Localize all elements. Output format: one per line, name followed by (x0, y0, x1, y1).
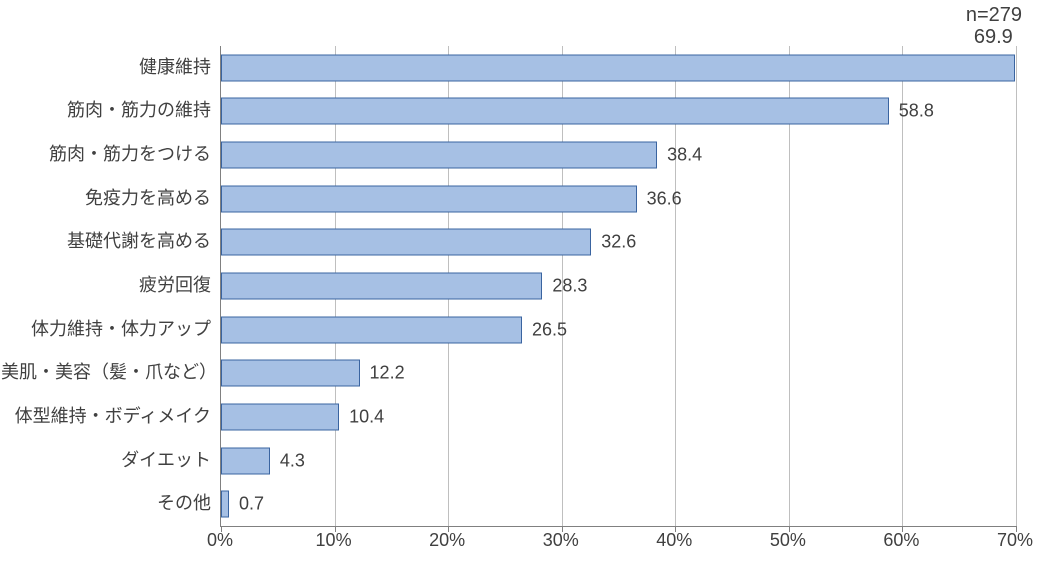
x-tick-label: 70% (997, 530, 1033, 551)
bar-row: 体型維持・ボディメイク10.4 (221, 395, 1016, 439)
category-label: 美肌・美容（髪・爪など） (1, 363, 211, 383)
bar-row: その他0.7 (221, 482, 1016, 526)
category-label: 体型維持・ボディメイク (1, 407, 211, 427)
bar (221, 447, 270, 474)
bar-value-label: 10.4 (349, 406, 384, 427)
bar (221, 491, 229, 518)
bar-row: 疲労回復28.3 (221, 264, 1016, 308)
bar (221, 54, 1015, 81)
bar-value-label: 32.6 (601, 232, 636, 253)
category-label: その他 (1, 494, 211, 514)
bar-value-label: 36.6 (647, 188, 682, 209)
sample-size-label: n=279 (966, 4, 1022, 27)
bar (221, 316, 522, 343)
bar (221, 272, 542, 299)
bar-row: 美肌・美容（髪・爪など）12.2 (221, 351, 1016, 395)
bar (221, 98, 889, 125)
category-label: 筋肉・筋力の維持 (1, 102, 211, 122)
category-label: 基礎代謝を高める (1, 232, 211, 252)
x-tick-label: 50% (770, 530, 806, 551)
bar-row: 体力維持・体力アップ26.5 (221, 308, 1016, 352)
category-label: 健康維持 (1, 58, 211, 78)
bar-row: 筋肉・筋力の維持58.8 (221, 90, 1016, 134)
bar-row: 健康維持 (221, 46, 1016, 90)
plot-area: 健康維持筋肉・筋力の維持58.8筋肉・筋力をつける38.4免疫力を高める36.6… (220, 46, 1016, 527)
x-tick-label: 10% (316, 530, 352, 551)
bar-value-label: 26.5 (532, 319, 567, 340)
x-tick-label: 20% (429, 530, 465, 551)
bar-value-label: 38.4 (667, 145, 702, 166)
bar-row: ダイエット4.3 (221, 439, 1016, 483)
bar-value-label: 4.3 (280, 450, 305, 471)
gridline (1016, 46, 1017, 526)
x-tick-label: 40% (656, 530, 692, 551)
category-label: 免疫力を高める (1, 189, 211, 209)
bar (221, 229, 591, 256)
bar-row: 免疫力を高める36.6 (221, 177, 1016, 221)
bar (221, 142, 657, 169)
x-tick-label: 0% (207, 530, 233, 551)
bar-value-label: 58.8 (899, 101, 934, 122)
category-label: 筋肉・筋力をつける (1, 145, 211, 165)
x-axis: 0%10%20%30%40%50%60%70% (220, 530, 1015, 560)
bar (221, 185, 637, 212)
bar-value-label: 69.9 (974, 26, 1013, 49)
x-tick-label: 60% (883, 530, 919, 551)
bar (221, 360, 360, 387)
bar-value-label: 0.7 (239, 494, 264, 515)
bar-value-label: 12.2 (370, 363, 405, 384)
category-label: ダイエット (1, 451, 211, 471)
bar-value-label: 28.3 (552, 275, 587, 296)
chart-container: n=279 健康維持筋肉・筋力の維持58.8筋肉・筋力をつける38.4免疫力を高… (0, 0, 1042, 574)
bar-row: 筋肉・筋力をつける38.4 (221, 133, 1016, 177)
bar-row: 基礎代謝を高める32.6 (221, 221, 1016, 265)
x-tick-label: 30% (543, 530, 579, 551)
category-label: 疲労回復 (1, 276, 211, 296)
bar (221, 403, 339, 430)
category-label: 体力維持・体力アップ (1, 320, 211, 340)
